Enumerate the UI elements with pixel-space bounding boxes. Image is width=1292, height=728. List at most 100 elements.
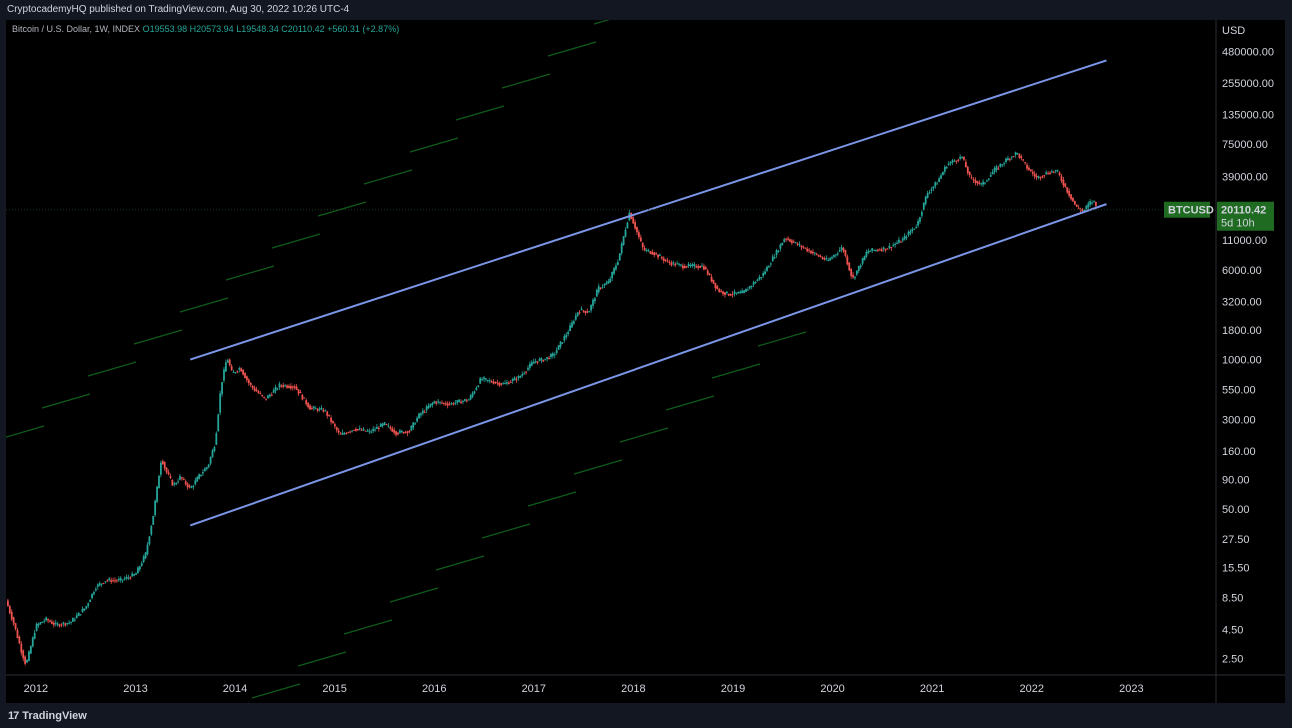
candle-body xyxy=(119,578,122,581)
candle-body xyxy=(716,286,719,290)
candle-body xyxy=(964,161,967,168)
candle-body xyxy=(1081,209,1084,211)
candle-body xyxy=(834,254,837,256)
candle-body xyxy=(1014,152,1017,155)
candle-body xyxy=(150,525,153,535)
candle-body xyxy=(932,186,935,189)
candle-body xyxy=(8,606,11,613)
tradingview-brand[interactable]: 17 TradingView xyxy=(8,710,87,722)
candle-body xyxy=(278,383,281,388)
candle-body xyxy=(475,387,478,391)
candle-body xyxy=(961,156,963,158)
candle-body xyxy=(980,183,983,185)
candle-body xyxy=(733,291,736,294)
candle-body xyxy=(207,464,210,467)
candle-body xyxy=(844,250,847,256)
candle-body xyxy=(219,393,222,413)
candle-body xyxy=(542,360,545,362)
candle-body xyxy=(416,418,419,422)
candle-body xyxy=(890,247,893,249)
candle-body xyxy=(863,255,866,261)
ghost-fractal-segment xyxy=(619,427,669,443)
candle-body xyxy=(563,336,566,341)
candle-body xyxy=(599,287,602,289)
candle-body xyxy=(582,310,585,312)
candle-body xyxy=(1056,170,1059,172)
candle-body xyxy=(519,375,522,378)
candle-body xyxy=(942,171,944,176)
candle-body xyxy=(91,593,93,599)
candle-body xyxy=(760,276,763,278)
candle-body xyxy=(397,432,399,435)
candle-body xyxy=(81,608,84,613)
candle-body xyxy=(704,267,707,270)
candle-body xyxy=(152,515,155,525)
candle-body xyxy=(982,181,984,185)
candle-body xyxy=(240,368,243,372)
candle-body xyxy=(787,238,789,240)
candle-body xyxy=(33,632,36,639)
candle-body xyxy=(687,263,690,267)
candle-body xyxy=(731,293,734,295)
candle-body xyxy=(1028,167,1030,171)
candle-body xyxy=(406,431,409,434)
candle-body xyxy=(743,290,745,293)
candle-body xyxy=(404,431,407,433)
ghost-fractal-segment xyxy=(6,425,45,438)
chart-panel[interactable]: USD 2.50 4.50 8.50 15.50 27.50 50.00 90.00 160.0… xyxy=(6,20,1285,703)
candle-body xyxy=(127,577,130,579)
y-tick-label: 480000.00 xyxy=(1222,46,1274,58)
candle-body xyxy=(370,431,373,433)
candle-body xyxy=(888,245,891,249)
candle-body xyxy=(766,266,768,271)
candle-body xyxy=(77,612,80,617)
candle-body xyxy=(324,410,327,412)
candle-body xyxy=(553,354,556,356)
x-tick-label: 2019 xyxy=(721,683,745,695)
channel-line-lower xyxy=(189,203,1107,527)
y-tick-label: 160.00 xyxy=(1222,446,1256,458)
candle-body xyxy=(934,182,937,187)
candle-body xyxy=(873,249,875,251)
candle-body xyxy=(18,636,21,644)
ghost-fractal-segment xyxy=(665,395,715,411)
candle-body xyxy=(571,322,573,328)
candle-body xyxy=(1020,156,1023,159)
candle-body xyxy=(699,266,701,268)
candle-body xyxy=(360,429,363,431)
candle-body xyxy=(683,266,686,269)
candle-body xyxy=(502,383,505,385)
candle-body xyxy=(37,623,40,626)
candle-body xyxy=(1085,205,1088,211)
candle-body xyxy=(439,401,441,403)
price-chart[interactable]: USD 2.50 4.50 8.50 15.50 27.50 50.00 90.00 160.0… xyxy=(6,20,1285,703)
candle-body xyxy=(970,177,973,179)
candle-body xyxy=(748,286,751,289)
candle-body xyxy=(332,421,334,424)
candle-body xyxy=(746,289,749,291)
candle-body xyxy=(181,477,183,479)
candle-body xyxy=(777,250,780,252)
candle-body xyxy=(953,160,956,162)
candle-body xyxy=(234,372,237,374)
candle-body xyxy=(62,622,65,624)
candle-body xyxy=(986,180,988,182)
candle-body xyxy=(158,475,160,489)
candle-body xyxy=(28,651,30,661)
candle-body xyxy=(148,536,151,545)
candle-body xyxy=(138,566,141,570)
symbol-badge xyxy=(1164,201,1210,218)
candle-body xyxy=(441,402,443,404)
candle-body xyxy=(655,253,658,255)
ghost-fractal-segment xyxy=(547,41,597,57)
candle-body xyxy=(202,472,204,474)
candle-body xyxy=(24,656,27,664)
candle-body xyxy=(574,315,577,320)
candle-body xyxy=(330,417,332,422)
candle-body xyxy=(840,247,843,250)
candle-body xyxy=(1066,187,1069,193)
y-tick-label: 90.00 xyxy=(1222,475,1250,487)
candle-body xyxy=(899,241,902,243)
ghost-fractal-segment xyxy=(527,491,577,507)
candle-body xyxy=(681,265,684,269)
